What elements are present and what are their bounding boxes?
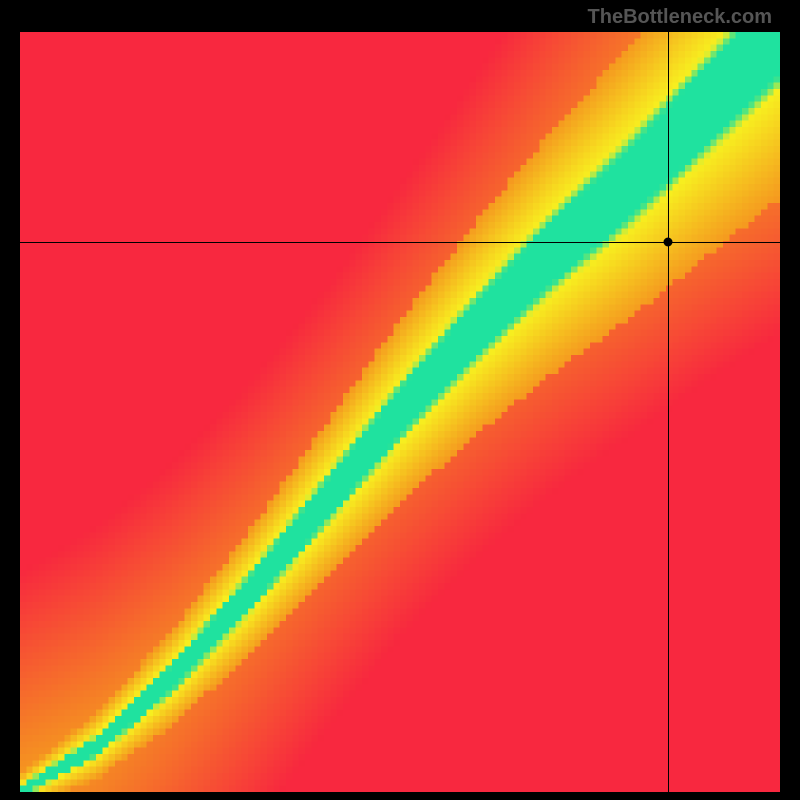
chart-container: TheBottleneck.com <box>0 0 800 800</box>
watermark-text: TheBottleneck.com <box>588 6 772 29</box>
crosshair-marker <box>664 237 673 246</box>
plot-area <box>20 32 780 792</box>
crosshair-vertical <box>668 32 669 792</box>
heatmap-canvas <box>20 32 780 792</box>
